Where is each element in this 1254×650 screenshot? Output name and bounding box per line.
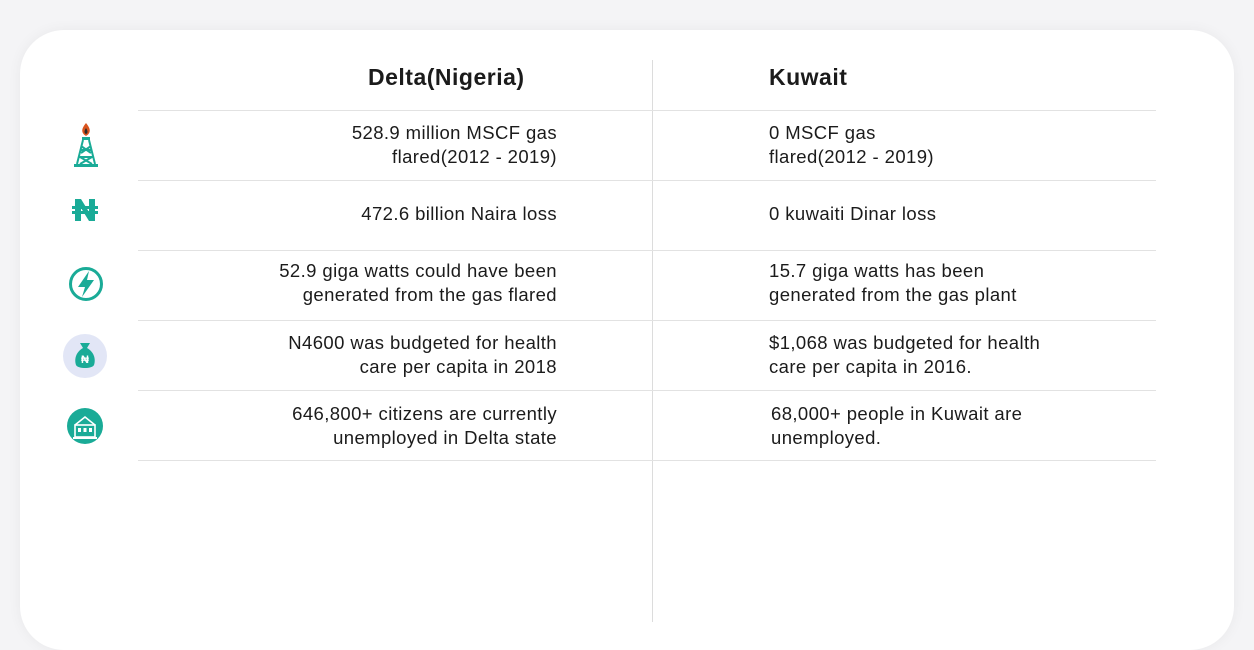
delta-health-budget: N4600 was budgeted for health care per c…	[288, 332, 557, 377]
delta-naira-loss: 472.6 billion Naira loss	[361, 203, 557, 224]
svg-text:₦: ₦	[81, 354, 89, 366]
delta-gigawatts: 52.9 giga watts could have been generate…	[279, 260, 557, 305]
unemployed-citizens-icon	[67, 408, 103, 449]
lightning-bolt-icon	[68, 266, 104, 307]
kuwait-gigawatts: 15.7 giga watts has been generated from …	[769, 260, 1017, 305]
row-divider	[138, 180, 1156, 181]
delta-unemployed: 646,800+ citizens are currently unemploy…	[292, 403, 557, 448]
delta-gas-flared: 528.9 million MSCF gas flared(2012 - 201…	[351, 122, 557, 167]
comparison-card	[20, 30, 1234, 650]
naira-sign-icon	[72, 198, 98, 227]
kuwait-unemployed: 68,000+ people in Kuwait are unemployed.	[771, 403, 1023, 448]
kuwait-dinar-loss: 0 kuwaiti Dinar loss	[769, 203, 937, 224]
header-delta-nigeria: Delta(Nigeria)	[368, 64, 525, 90]
kuwait-gas-flared: 0 MSCF gas flared(2012 - 2019)	[769, 122, 934, 167]
oil-rig-flame-icon	[72, 122, 100, 173]
row-divider	[138, 390, 1156, 391]
naira-money-bag-icon: ₦	[63, 334, 107, 383]
row-divider	[138, 460, 1156, 461]
column-divider	[652, 60, 653, 622]
kuwait-health-budget: $1,068 was budgeted for health care per …	[769, 332, 1041, 377]
header-kuwait: Kuwait	[769, 64, 848, 90]
row-divider	[138, 320, 1156, 321]
row-divider	[138, 250, 1156, 251]
row-divider	[138, 110, 1156, 111]
